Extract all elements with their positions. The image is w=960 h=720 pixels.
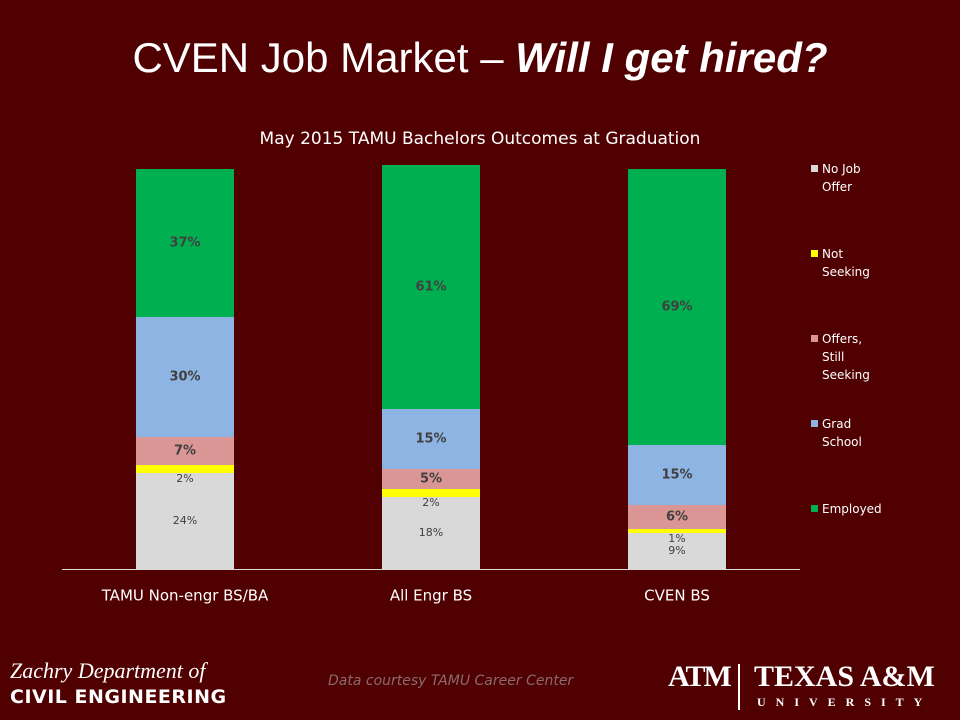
bar-segment <box>136 473 234 569</box>
logo-separator <box>738 664 740 710</box>
data-label: 2% <box>176 472 193 485</box>
bar-segment <box>136 317 234 437</box>
data-label: 24% <box>173 514 197 527</box>
bar-segment <box>382 469 480 489</box>
bar-segment <box>628 169 726 445</box>
bar-segment <box>382 489 480 497</box>
legend-swatch <box>811 250 818 257</box>
data-label: 9% <box>668 544 685 557</box>
university-name: TEXAS A&M <box>754 660 935 693</box>
legend-label: Grad School <box>822 417 862 449</box>
data-label: 61% <box>415 280 446 295</box>
chart-title: May 2015 TAMU Bachelors Outcomes at Grad… <box>260 129 701 149</box>
data-label: 2% <box>422 496 439 509</box>
bar-segment <box>136 465 234 473</box>
data-label: 6% <box>666 510 688 525</box>
x-tick-label: CVEN BS <box>644 587 710 605</box>
legend-label: Offers, Still Seeking <box>822 332 870 382</box>
x-tick-label: TAMU Non-engr BS/BA <box>101 587 269 605</box>
credit: Data courtesy TAMU Career Center <box>328 673 574 689</box>
slide-title: CVEN Job Market – Will I get hired? <box>0 34 960 82</box>
data-label: 37% <box>169 236 200 251</box>
bar-segment <box>136 437 234 465</box>
data-label: 18% <box>419 526 443 539</box>
data-label: 1% <box>668 532 685 545</box>
bar-segment <box>382 165 480 409</box>
data-label: 7% <box>174 444 196 459</box>
department-line: CIVIL ENGINEERING <box>10 686 227 708</box>
legend-swatch <box>811 335 818 342</box>
legend-swatch <box>811 420 818 427</box>
bar-segment <box>382 497 480 569</box>
data-label: 5% <box>420 472 442 487</box>
bar-segment <box>628 533 726 569</box>
bar-segment <box>628 505 726 529</box>
bar-segment <box>136 169 234 317</box>
title-emphasis: Will I get hired? <box>515 34 828 81</box>
department-line: Zachry Department of <box>10 658 206 683</box>
bar-segment <box>382 409 480 469</box>
data-label: 30% <box>169 370 200 385</box>
title-plain: CVEN Job Market – <box>132 34 516 81</box>
bar-segment <box>628 529 726 533</box>
university-name: UNIVERSITY <box>757 695 933 709</box>
legend-label: No Job Offer <box>822 162 861 194</box>
legend-swatch <box>811 505 818 512</box>
data-label: 15% <box>415 432 446 447</box>
logo-mark: ATM <box>668 660 732 693</box>
data-label: 69% <box>661 300 692 315</box>
legend-swatch <box>811 165 818 172</box>
bar-segment <box>628 445 726 505</box>
legend-label: Not Seeking <box>822 247 870 279</box>
x-tick-label: All Engr BS <box>390 587 472 605</box>
data-label: 15% <box>661 468 692 483</box>
legend-label: Employed <box>822 502 882 516</box>
